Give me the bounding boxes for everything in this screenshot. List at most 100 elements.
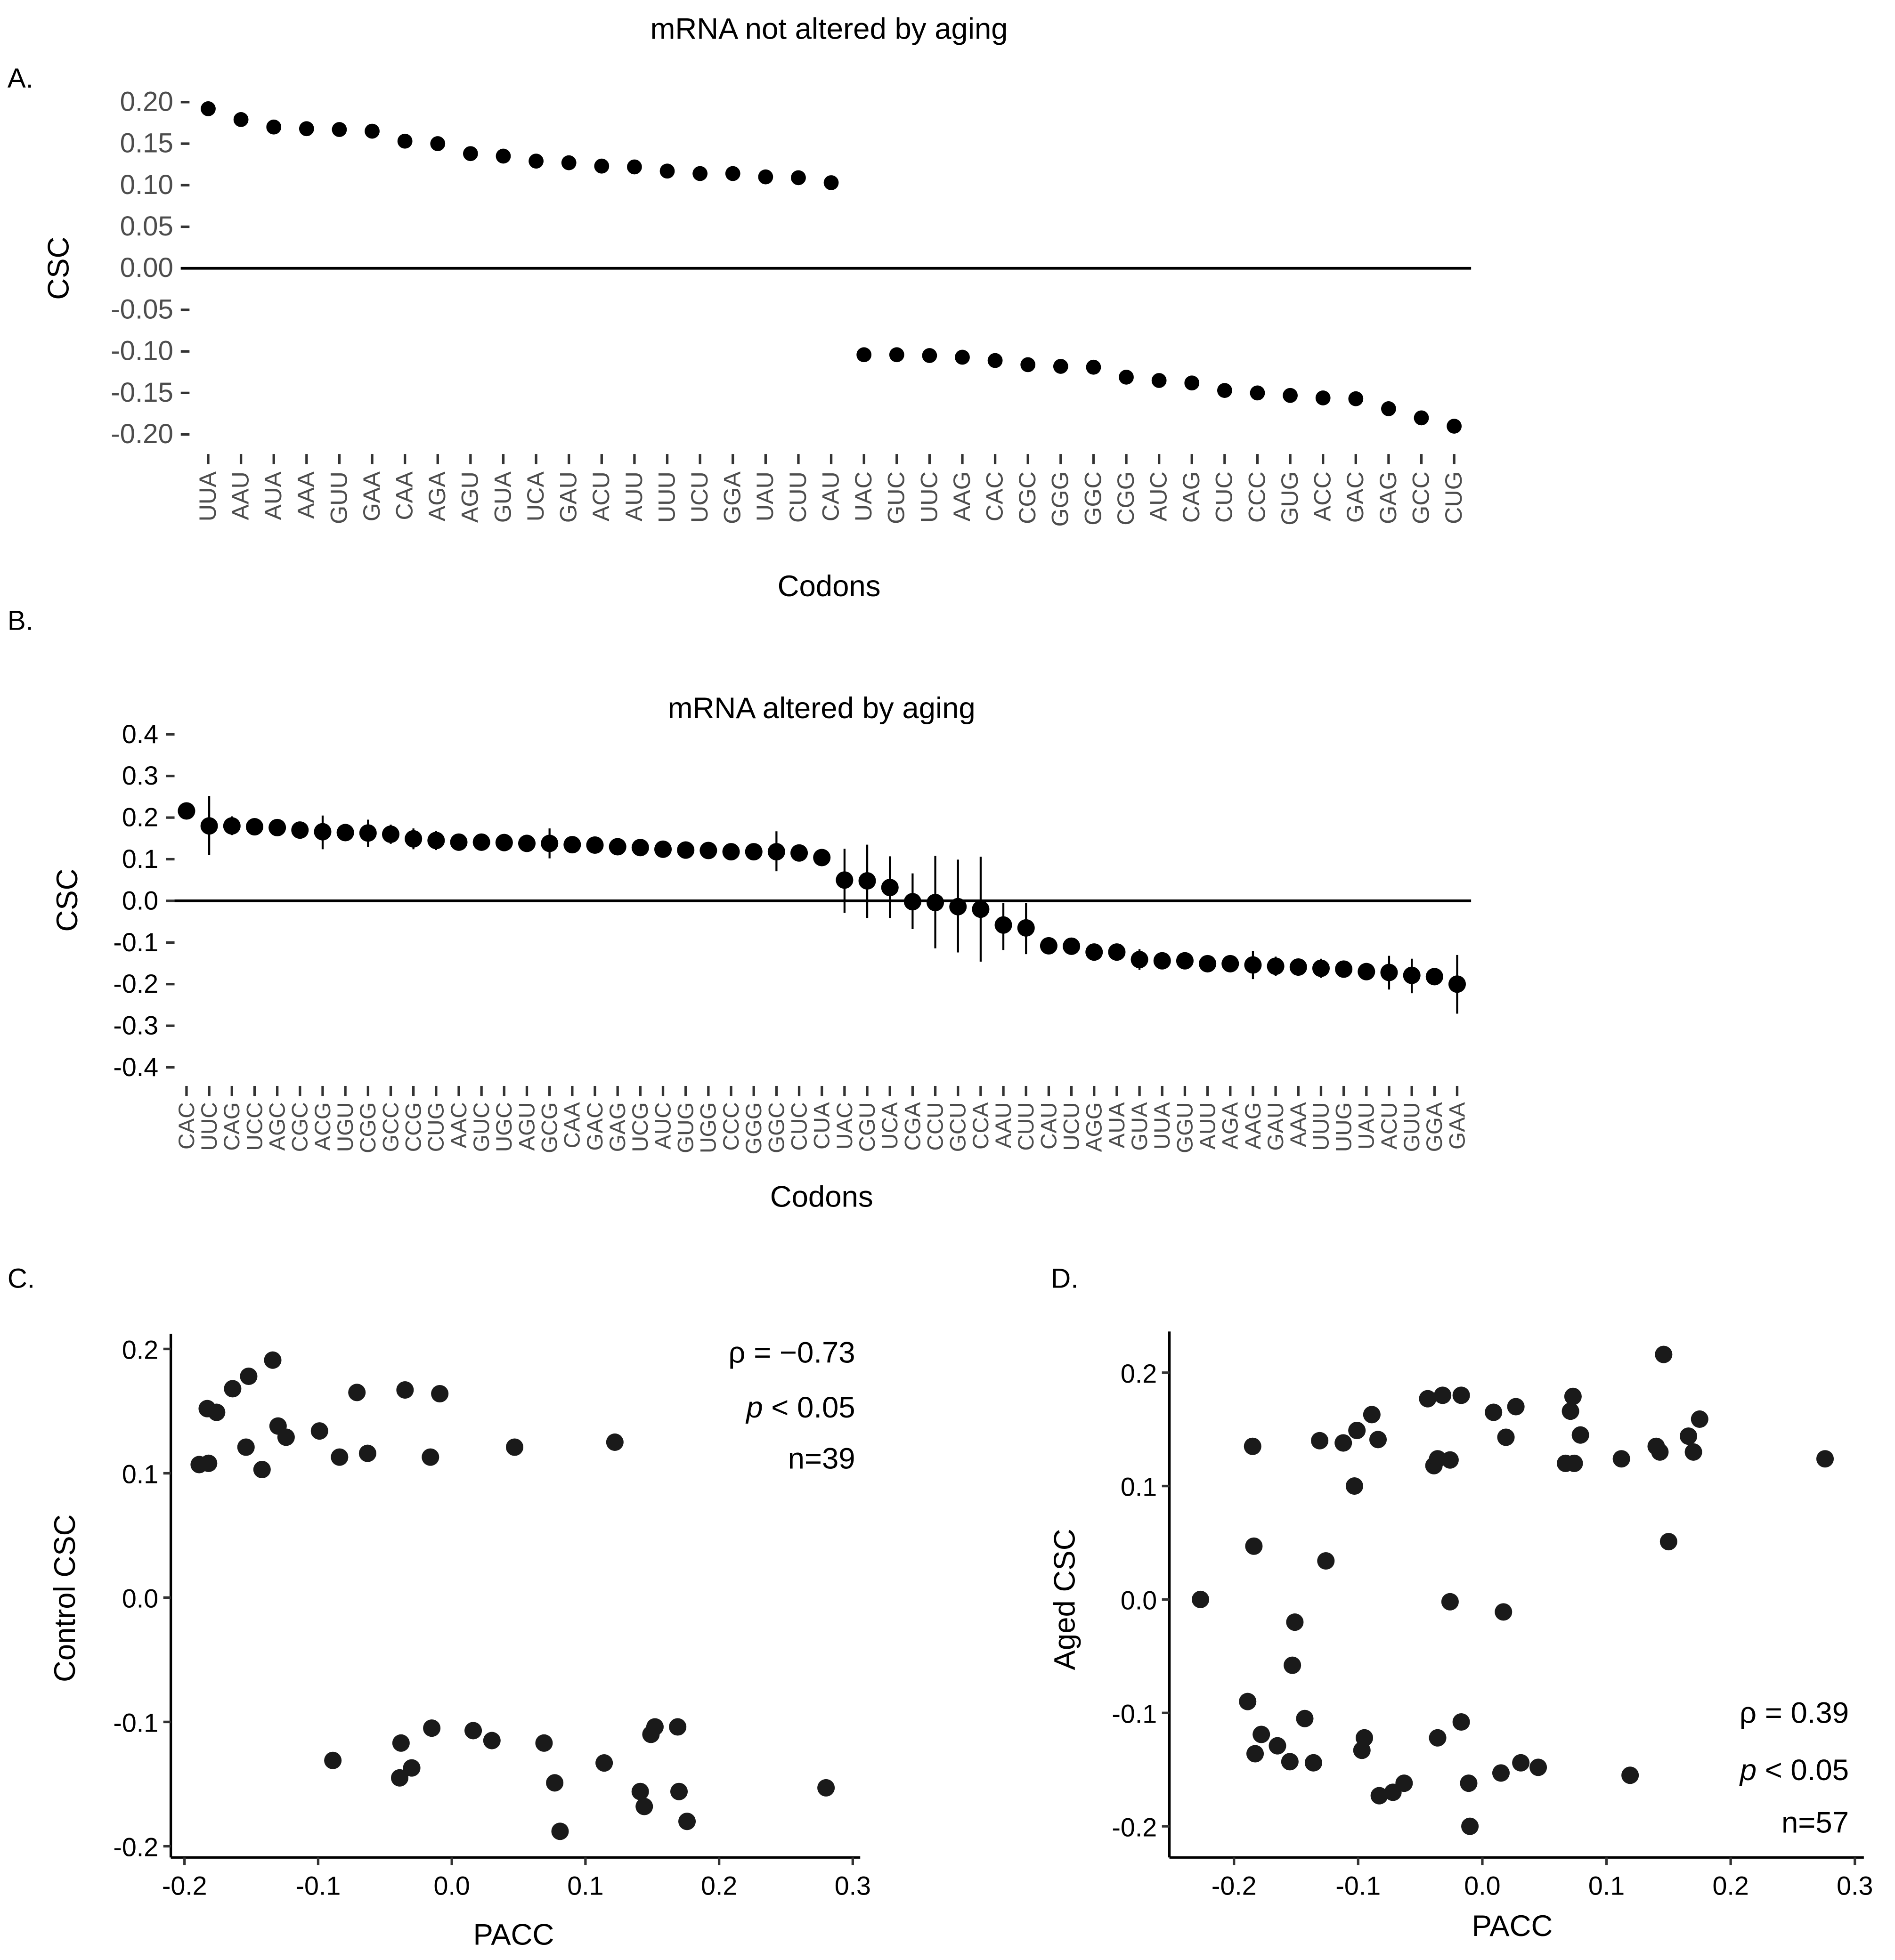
data-point [1269,1737,1286,1755]
x-tick-label: 0.1 [567,1871,603,1901]
codon-label: GCC [378,1102,403,1152]
codon-label: GUG [1276,471,1303,526]
panel-c: C. Control CSC PACC ρ = −0.73 p < 0.05 n… [8,1263,871,1952]
y-tick-label: -0.1 [113,1709,158,1738]
data-point [1452,1386,1470,1404]
data-point [692,166,708,181]
data-point [1017,919,1035,937]
data-point [1651,1443,1669,1461]
codon-label: GAU [555,471,582,523]
panel-b-x-label: Codons [770,1180,873,1214]
codon-label: AUA [260,471,286,520]
codon-label: GUU [325,471,352,524]
codon-label: GUC [469,1102,494,1152]
data-point [563,836,581,854]
codon-label: AUC [651,1102,675,1150]
codon-label: UCU [686,471,713,523]
data-point [422,1448,439,1466]
data-point [699,842,717,859]
data-point [1485,1403,1503,1421]
y-tick-label: -0.15 [111,377,173,408]
data-point [1040,937,1057,955]
data-point [472,833,490,851]
data-point [1281,1753,1299,1771]
codon-label: UUA [194,471,221,522]
codon-label: ACU [587,471,614,521]
y-tick-label: -0.1 [1112,1699,1157,1728]
y-tick-label: -0.4 [113,1053,158,1082]
data-point [264,1351,282,1369]
y-tick-label: 0.0 [122,886,158,915]
data-point [1655,1345,1673,1363]
data-point [397,133,413,149]
panel-c-rho: ρ = −0.73 [728,1336,855,1369]
codon-label: CGU [855,1102,880,1152]
codon-label: GUC [883,471,910,524]
data-point [535,1734,553,1752]
data-point [1684,1443,1702,1461]
data-point [496,148,511,164]
codon-label: CUU [784,471,811,523]
data-point [546,1774,564,1792]
data-point [200,1454,218,1472]
data-point [670,1782,688,1800]
data-point [1447,419,1462,434]
codon-label: GAC [583,1102,608,1150]
y-tick-label: 0.2 [1121,1359,1157,1388]
data-point [208,1403,226,1421]
data-point [382,825,400,843]
codon-label: GAA [358,471,385,522]
panel-b-letter: B. [8,605,33,636]
data-point [586,836,604,854]
codon-label: CUC [1211,471,1237,523]
data-point [972,900,990,918]
codon-label: UAC [832,1102,857,1150]
codon-label: CCC [1243,471,1270,523]
codon-label: CCA [968,1102,993,1150]
data-point [431,1385,449,1402]
x-tick-label: 0.1 [1588,1871,1625,1901]
data-point [817,1779,835,1797]
data-point [955,349,970,365]
data-point [858,872,876,890]
codon-label: ACU [1377,1102,1402,1150]
panel-d-y-label: Aged CSC [1048,1529,1081,1670]
panel-d-x-label: PACC [1472,1909,1553,1943]
codon-label: UUG [1332,1102,1357,1152]
data-point [1085,943,1103,961]
data-point [791,170,806,186]
data-point [1217,383,1232,398]
panel-d-n: n=57 [1781,1806,1849,1839]
data-point [722,843,740,861]
x-tick-label: 0.2 [1713,1871,1749,1901]
data-point [745,843,763,861]
data-point [1289,958,1307,976]
data-point [594,158,610,174]
data-point [1370,1787,1388,1805]
data-point [1507,1398,1525,1416]
data-point [1565,1454,1583,1472]
panel-a-y-label: CSC [42,237,75,300]
codon-label: AAA [293,471,319,519]
data-point [1345,1477,1363,1495]
data-point [518,834,536,852]
data-point [1334,1434,1352,1452]
data-point [1267,957,1285,975]
y-tick-label: -0.1 [113,928,158,957]
codon-label: AGU [456,471,483,523]
codon-label: CAA [560,1102,585,1148]
panel-b-y-label: CSC [50,869,84,932]
y-tick-label: 0.0 [1121,1586,1157,1615]
data-point [1184,375,1200,391]
codon-label: UAC [850,471,877,521]
codon-label: GCG [537,1102,562,1153]
data-point [1244,956,1262,974]
codon-label: GUG [674,1102,699,1153]
data-point [949,898,967,915]
codon-label: GGG [741,1102,766,1154]
panel-d-p-value: p < 0.05 [1739,1753,1849,1787]
codon-label: GGG [1047,471,1074,526]
data-point [201,101,216,116]
data-point [240,1367,258,1385]
y-tick-label: -0.2 [1112,1813,1157,1842]
